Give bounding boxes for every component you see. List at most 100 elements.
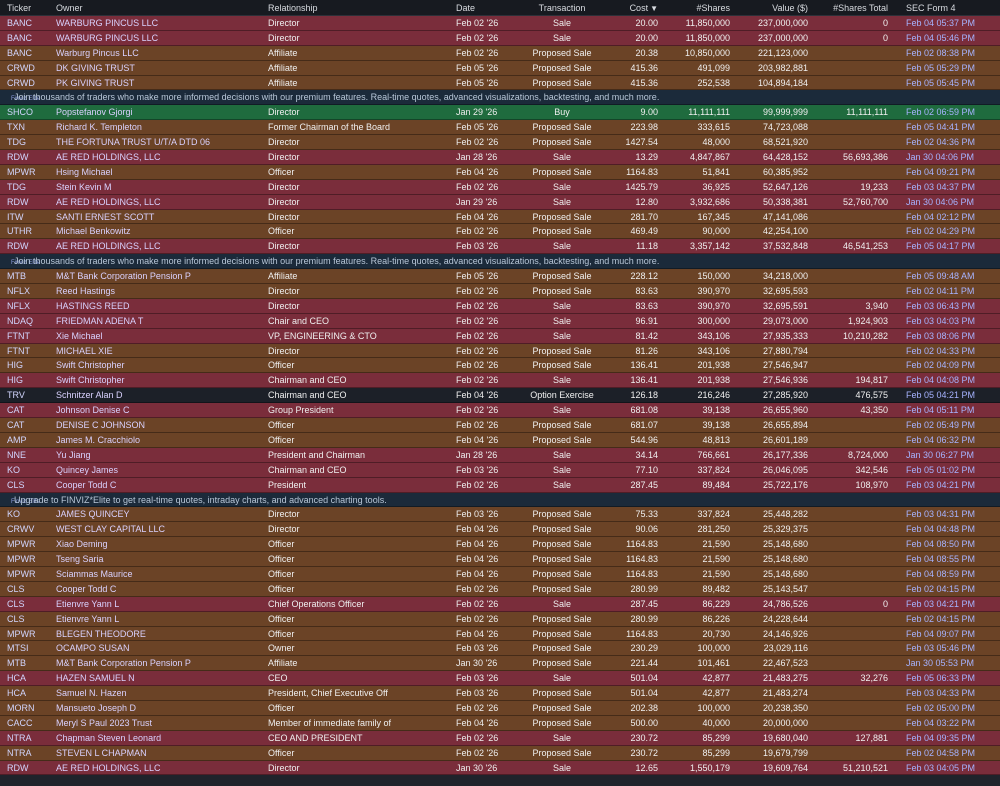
sec-form-link[interactable]: Feb 03 05:46 PM bbox=[906, 643, 976, 654]
sec-form-link[interactable]: Feb 03 06:43 PM bbox=[906, 300, 976, 311]
sec-form-link[interactable]: Feb 02 04:29 PM bbox=[906, 226, 976, 237]
ticker-link[interactable]: RDW bbox=[7, 196, 29, 207]
owner-link[interactable]: Yu Jiang bbox=[56, 449, 91, 460]
ticker-link[interactable]: AMP bbox=[7, 434, 27, 445]
ticker-link[interactable]: MTB bbox=[7, 658, 26, 669]
owner-link[interactable]: Swift Christopher bbox=[56, 360, 125, 371]
sec-form-link[interactable]: Feb 05 05:45 PM bbox=[906, 77, 976, 88]
sec-form-link[interactable]: Feb 04 08:50 PM bbox=[906, 539, 976, 550]
owner-link[interactable]: BLEGEN THEODORE bbox=[56, 628, 146, 639]
ticker-link[interactable]: TXN bbox=[7, 122, 25, 133]
sec-form-link[interactable]: Feb 05 09:48 AM bbox=[906, 271, 975, 282]
owner-link[interactable]: AE RED HOLDINGS, LLC bbox=[56, 152, 161, 163]
header-date[interactable]: Date bbox=[456, 3, 476, 13]
sec-form-link[interactable]: Feb 04 05:46 PM bbox=[906, 32, 976, 43]
ticker-link[interactable]: HIG bbox=[7, 360, 24, 371]
ticker-link[interactable]: CRWD bbox=[7, 77, 35, 88]
sec-form-link[interactable]: Feb 03 04:05 PM bbox=[906, 762, 976, 773]
ticker-link[interactable]: NFLX bbox=[7, 286, 31, 297]
sec-form-link[interactable]: Feb 03 04:21 PM bbox=[906, 479, 976, 490]
owner-link[interactable]: Popstefanov Gjorgi bbox=[56, 107, 133, 118]
ticker-link[interactable]: CLS bbox=[7, 479, 25, 490]
owner-link[interactable]: WARBURG PINCUS LLC bbox=[56, 32, 159, 43]
ticker-link[interactable]: MPWR bbox=[7, 554, 36, 565]
owner-link[interactable]: Xiao Deming bbox=[56, 539, 108, 550]
ticker-link[interactable]: RDW bbox=[7, 762, 29, 773]
sec-form-link[interactable]: Feb 02 04:11 PM bbox=[906, 286, 975, 297]
sec-form-link[interactable]: Feb 03 04:21 PM bbox=[906, 598, 976, 609]
owner-link[interactable]: Meryl S Paul 2023 Trust bbox=[56, 717, 153, 728]
ticker-link[interactable]: MPWR bbox=[7, 628, 36, 639]
sec-form-link[interactable]: Jan 30 06:27 PM bbox=[906, 449, 975, 460]
owner-link[interactable]: M&T Bank Corporation Pension P bbox=[56, 658, 191, 669]
ticker-link[interactable]: FTNT bbox=[7, 345, 30, 356]
ticker-link[interactable]: BANC bbox=[7, 32, 33, 43]
owner-link[interactable]: Cooper Todd C bbox=[56, 583, 117, 594]
sec-form-link[interactable]: Feb 03 08:06 PM bbox=[906, 330, 976, 341]
sec-form-link[interactable]: Feb 04 09:35 PM bbox=[906, 732, 976, 743]
sec-form-link[interactable]: Feb 04 05:11 PM bbox=[906, 405, 975, 416]
ticker-link[interactable]: TDG bbox=[7, 137, 26, 148]
owner-link[interactable]: Sciammas Maurice bbox=[56, 568, 133, 579]
owner-link[interactable]: Samuel N. Hazen bbox=[56, 688, 127, 699]
sec-form-link[interactable]: Feb 02 08:38 PM bbox=[906, 47, 976, 58]
owner-link[interactable]: JAMES QUINCEY bbox=[56, 509, 130, 520]
sec-form-link[interactable]: Feb 05 04:21 PM bbox=[906, 390, 976, 401]
sec-form-link[interactable]: Feb 04 09:07 PM bbox=[906, 628, 976, 639]
ticker-link[interactable]: ITW bbox=[7, 211, 24, 222]
sec-form-link[interactable]: Feb 05 01:02 PM bbox=[906, 464, 976, 475]
header-transaction[interactable]: Transaction bbox=[538, 3, 586, 13]
owner-link[interactable]: AE RED HOLDINGS, LLC bbox=[56, 196, 161, 207]
ticker-link[interactable]: MTSI bbox=[7, 643, 29, 654]
sec-form-link[interactable]: Feb 02 06:59 PM bbox=[906, 107, 976, 118]
ticker-link[interactable]: CLS bbox=[7, 598, 25, 609]
header-cost[interactable]: Cost ▼ bbox=[630, 0, 658, 17]
owner-link[interactable]: WEST CLAY CAPITAL LLC bbox=[56, 524, 166, 535]
owner-link[interactable]: Swift Christopher bbox=[56, 375, 125, 386]
sec-form-link[interactable]: Jan 30 04:06 PM bbox=[906, 196, 975, 207]
promo-text[interactable]: Join thousands of traders who make more … bbox=[14, 92, 660, 103]
owner-link[interactable]: Reed Hastings bbox=[56, 286, 116, 297]
ticker-link[interactable]: MTB bbox=[7, 271, 26, 282]
finviz-elite-link[interactable]: Finviz Elite bbox=[11, 498, 41, 505]
owner-link[interactable]: AE RED HOLDINGS, LLC bbox=[56, 762, 161, 773]
ticker-link[interactable]: NTRA bbox=[7, 747, 32, 758]
ticker-link[interactable]: BANC bbox=[7, 47, 33, 58]
header-sec-form[interactable]: SEC Form 4 bbox=[906, 3, 956, 13]
ticker-link[interactable]: MPWR bbox=[7, 568, 36, 579]
ticker-link[interactable]: FTNT bbox=[7, 330, 30, 341]
ticker-link[interactable]: UTHR bbox=[7, 226, 32, 237]
owner-link[interactable]: DK GIVING TRUST bbox=[56, 62, 135, 73]
sec-form-link[interactable]: Feb 03 04:33 PM bbox=[906, 688, 976, 699]
owner-link[interactable]: AE RED HOLDINGS, LLC bbox=[56, 241, 161, 252]
ticker-link[interactable]: NTRA bbox=[7, 732, 32, 743]
owner-link[interactable]: Hsing Michael bbox=[56, 166, 113, 177]
ticker-link[interactable]: KO bbox=[7, 464, 21, 475]
promo-text[interactable]: Upgrade to FINVIZ*Elite to get real-time… bbox=[14, 494, 387, 505]
owner-link[interactable]: SANTI ERNEST SCOTT bbox=[56, 211, 155, 222]
sec-form-link[interactable]: Feb 04 04:48 PM bbox=[906, 524, 976, 535]
sec-form-link[interactable]: Feb 04 03:22 PM bbox=[906, 717, 976, 728]
ticker-link[interactable]: HIG bbox=[7, 375, 24, 386]
owner-link[interactable]: THE FORTUNA TRUST U/T/A DTD 06 bbox=[56, 137, 211, 148]
ticker-link[interactable]: CAT bbox=[7, 420, 25, 431]
sec-form-link[interactable]: Feb 03 04:31 PM bbox=[906, 509, 976, 520]
ticker-link[interactable]: CRWV bbox=[7, 524, 35, 535]
sec-form-link[interactable]: Feb 04 02:12 PM bbox=[906, 211, 976, 222]
owner-link[interactable]: Cooper Todd C bbox=[56, 479, 117, 490]
owner-link[interactable]: WARBURG PINCUS LLC bbox=[56, 18, 159, 28]
ticker-link[interactable]: MORN bbox=[7, 702, 35, 713]
owner-link[interactable]: MICHAEL XIE bbox=[56, 345, 113, 356]
owner-link[interactable]: Warburg Pincus LLC bbox=[56, 47, 139, 58]
owner-link[interactable]: OCAMPO SUSAN bbox=[56, 643, 130, 654]
sec-form-link[interactable]: Feb 04 05:37 PM bbox=[906, 18, 976, 28]
owner-link[interactable]: HAZEN SAMUEL N bbox=[56, 673, 135, 684]
sec-form-link[interactable]: Feb 02 04:09 PM bbox=[906, 360, 976, 371]
header-ticker[interactable]: Ticker bbox=[7, 3, 32, 13]
sec-form-link[interactable]: Feb 04 08:55 PM bbox=[906, 554, 976, 565]
owner-link[interactable]: PK GIVING TRUST bbox=[56, 77, 135, 88]
sec-form-link[interactable]: Feb 02 05:49 PM bbox=[906, 420, 976, 431]
ticker-link[interactable]: NDAQ bbox=[7, 315, 34, 326]
sec-form-link[interactable]: Jan 30 04:06 PM bbox=[906, 152, 975, 163]
sec-form-link[interactable]: Feb 02 04:15 PM bbox=[906, 613, 976, 624]
